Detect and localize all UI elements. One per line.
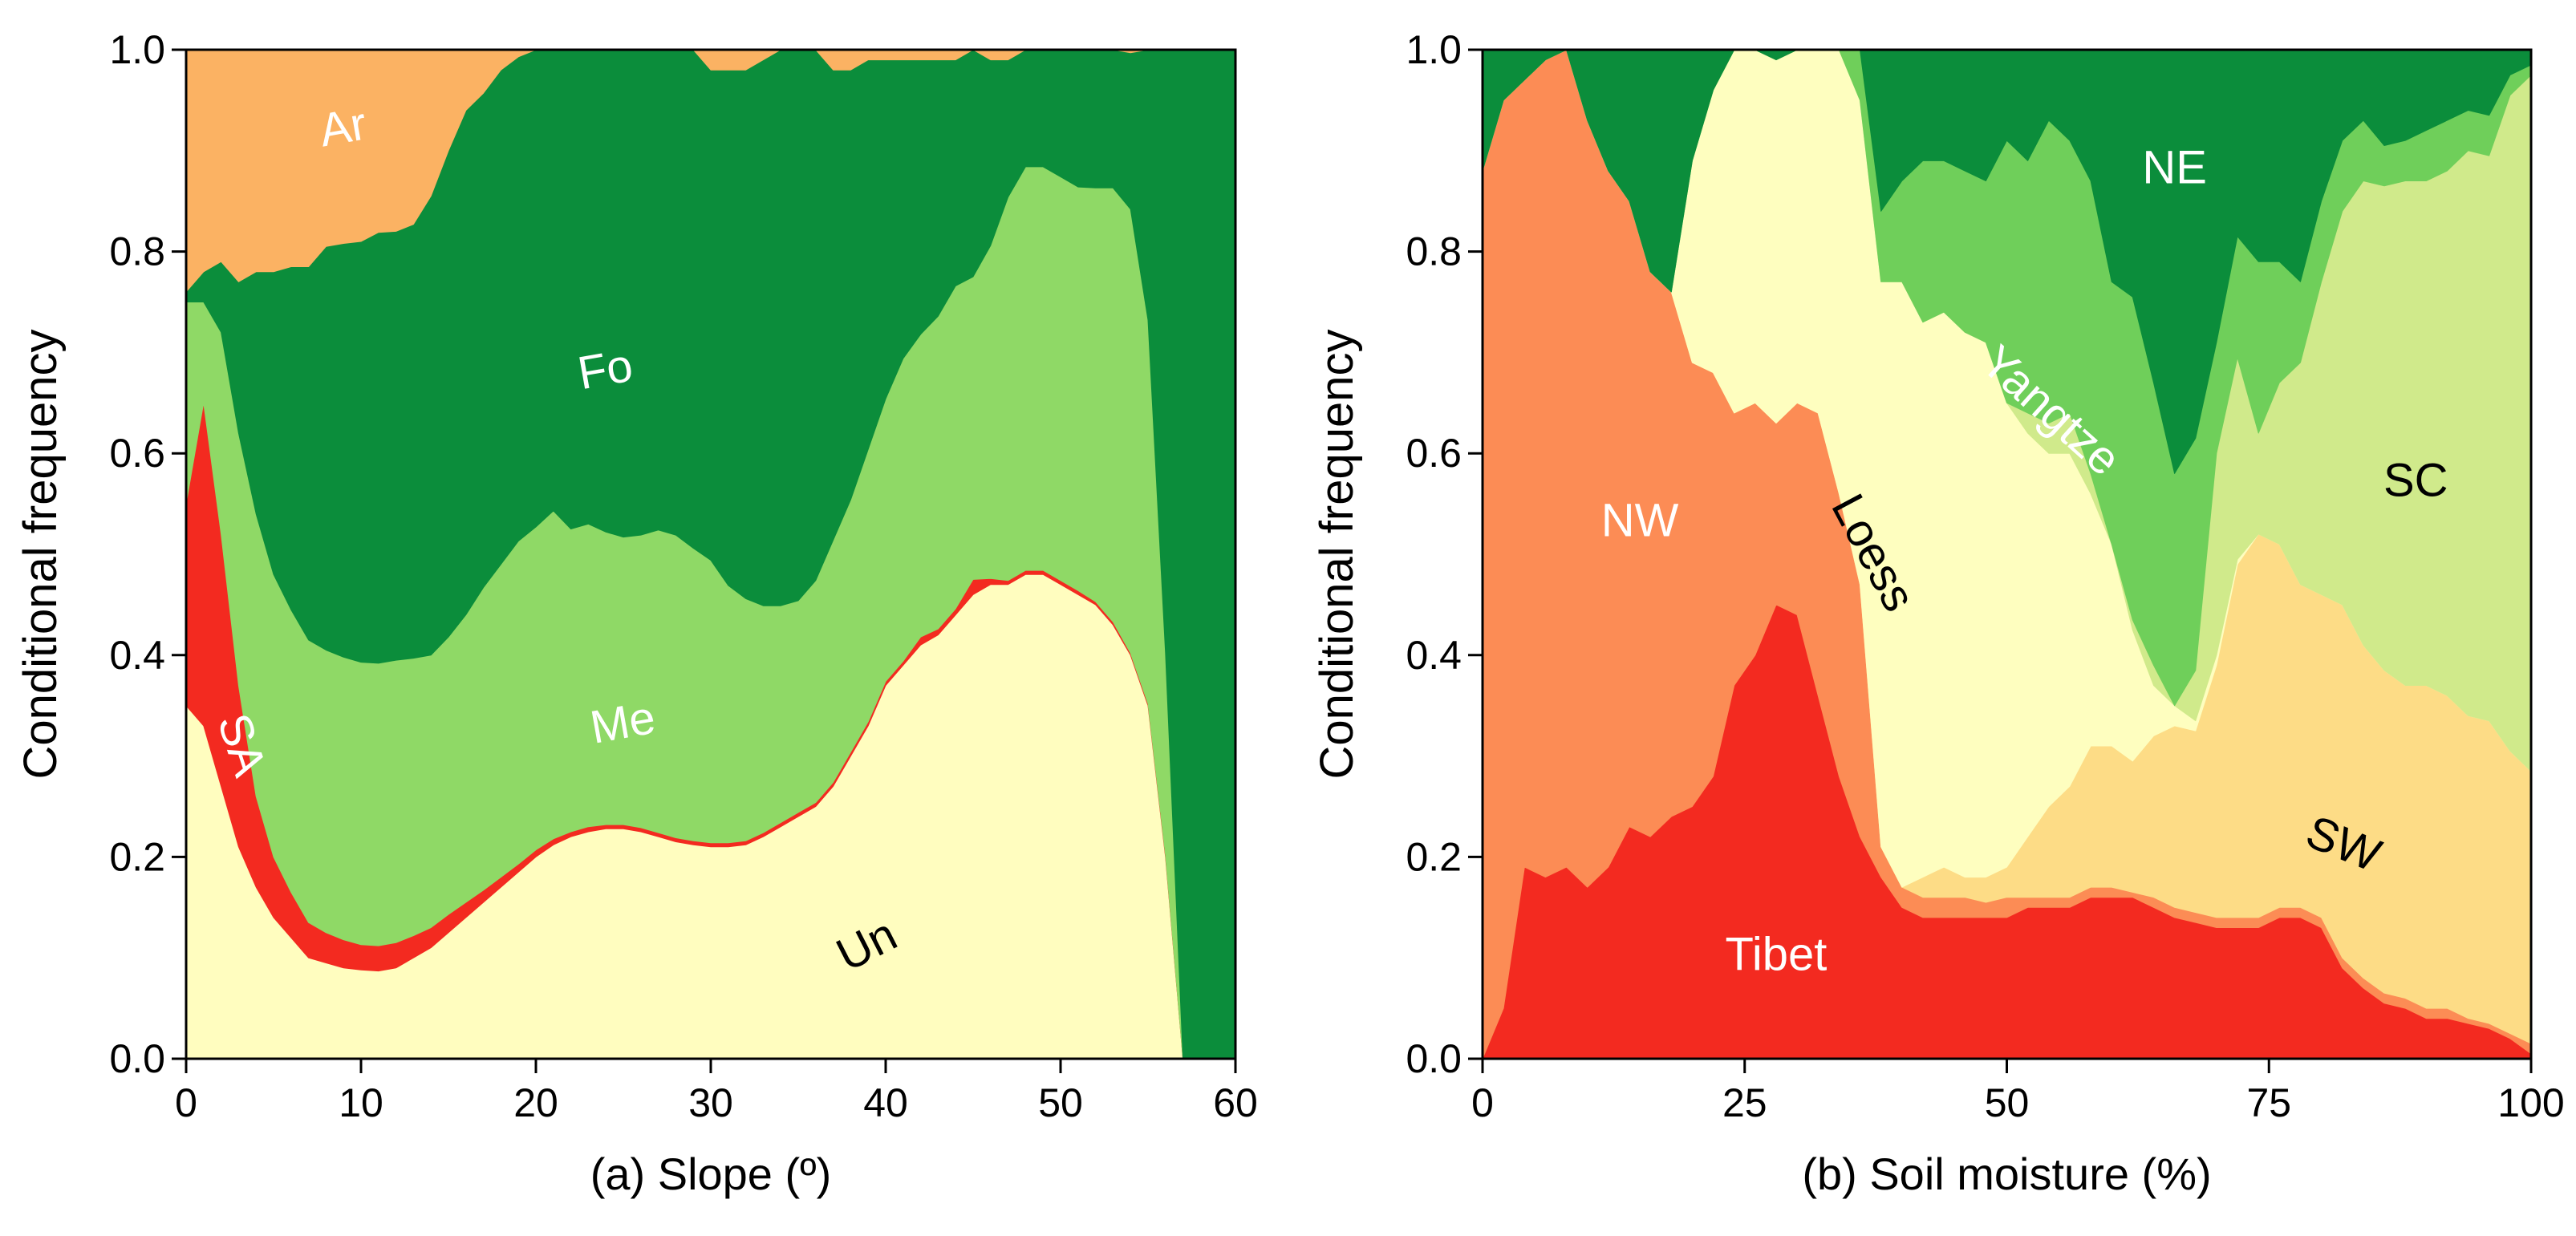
region-label-tibet: Tibet xyxy=(1726,929,1828,981)
y-tick-label: 1.0 xyxy=(109,27,165,72)
y-tick-label: 1.0 xyxy=(1406,27,1462,72)
x-tick-label: 0 xyxy=(1471,1080,1494,1125)
region-label-nw: NW xyxy=(1601,495,1679,547)
x-tick-label: 10 xyxy=(339,1080,383,1125)
area-series-ne xyxy=(1483,50,2531,474)
area-series-loess xyxy=(1483,50,2531,888)
area-series-ar xyxy=(186,50,1235,293)
y-tick-label: 0.6 xyxy=(1406,431,1462,476)
region-label-fo: Fo xyxy=(574,339,637,400)
y-axis-title: Conditional frequency xyxy=(1311,329,1363,779)
y-tick-label: 0.0 xyxy=(1406,1036,1462,1081)
x-tick-label: 50 xyxy=(1038,1080,1083,1125)
y-tick-label: 0.4 xyxy=(1406,633,1462,678)
y-tick-label: 0.4 xyxy=(109,633,165,678)
x-axis-title: (b) Soil moisture (%) xyxy=(1802,1149,2211,1199)
x-tick-label: 40 xyxy=(863,1080,908,1125)
area-series-fo xyxy=(186,50,1235,1059)
x-tick-label: 25 xyxy=(1722,1080,1767,1125)
y-tick-label: 0.8 xyxy=(1406,229,1462,274)
x-tick-label: 100 xyxy=(2497,1080,2564,1125)
y-axis-title: Conditional frequency xyxy=(14,329,67,779)
y-tick-label: 0.0 xyxy=(109,1036,165,1081)
y-tick-label: 0.6 xyxy=(109,431,165,476)
y-tick-label: 0.8 xyxy=(109,229,165,274)
plot-area xyxy=(1483,50,2531,1059)
region-label-ne: NE xyxy=(2142,141,2207,193)
x-axis-title: (a) Slope (º) xyxy=(590,1149,832,1199)
x-tick-label: 75 xyxy=(2246,1080,2291,1125)
region-label-sc: SC xyxy=(2383,454,2448,506)
x-tick-label: 50 xyxy=(1985,1080,2030,1125)
x-tick-label: 20 xyxy=(513,1080,558,1125)
x-tick-label: 0 xyxy=(175,1080,197,1125)
area-series-sc xyxy=(1483,50,2531,772)
x-tick-label: 60 xyxy=(1213,1080,1258,1125)
area-series-yangtze xyxy=(1483,50,2531,707)
region-label-me: Me xyxy=(586,691,659,754)
plot-area xyxy=(186,50,1235,1059)
region-label-ar: Ar xyxy=(315,97,370,156)
y-tick-label: 0.2 xyxy=(109,834,165,879)
y-tick-label: 0.2 xyxy=(1406,834,1462,879)
x-tick-label: 30 xyxy=(688,1080,733,1125)
